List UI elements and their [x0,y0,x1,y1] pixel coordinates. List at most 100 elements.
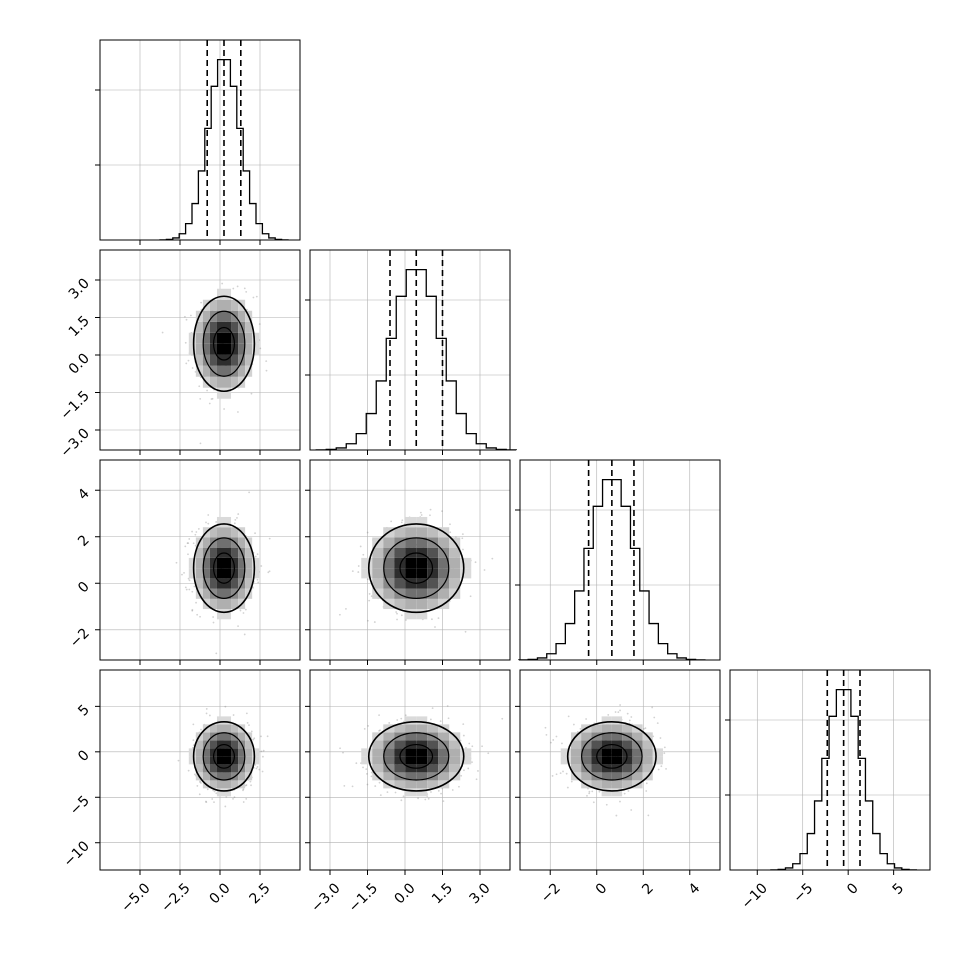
y-tick-label: 0 [75,579,93,597]
scatter-point [244,784,247,787]
density-cell [224,740,232,749]
density-cell [642,740,653,749]
density-cell [252,756,260,765]
scatter-point [657,768,660,771]
scatter-point [475,778,478,781]
scatter-point [386,791,389,794]
scatter-point [211,397,214,400]
density-cell [438,568,450,579]
density-cell [209,578,217,589]
density-cell [224,387,232,399]
density-cell [238,732,246,741]
density-cell [372,748,384,757]
scatter-point [192,723,195,726]
density-cell [405,578,417,589]
scatter-point [390,520,393,523]
scatter-point [196,613,199,616]
scatter-point [378,729,380,732]
density-cell [245,547,253,558]
density-cell [231,740,239,749]
scatter-point [248,491,251,494]
density-cell [601,772,612,781]
density-cell [202,557,210,569]
scatter-point [185,318,188,321]
scatter-point [440,792,442,795]
scatter-point [213,790,216,793]
x-tick-label: −10 [739,880,771,912]
scatter-point [213,801,215,803]
density-cell [591,740,602,749]
scatter-point [262,749,265,752]
data-layer [159,40,918,871]
y-tick-label: −2 [67,625,93,651]
y-tick-label: 0 [75,747,93,765]
scatter-point [362,553,365,556]
density-cell [632,772,643,781]
scatter-point [175,561,178,564]
density-cell [611,748,623,757]
density-cell [216,299,224,311]
density-cell [372,568,384,579]
density-cell [202,748,210,757]
density-cell [570,756,582,765]
density-cell [209,598,217,610]
density-cell [361,568,373,579]
density-cell [209,354,217,366]
density-cell [231,332,239,344]
density-cell [560,748,571,757]
density-cell [238,588,246,599]
density-cell [195,764,203,773]
density-cell [601,780,612,789]
scatter-point [379,794,382,797]
scatter-point [250,784,252,787]
x-tick-label: −3.0 [308,880,343,915]
scatter-point [552,739,555,741]
density-cell [238,756,246,765]
density-cell [224,748,232,757]
density-cell [394,756,406,765]
scatter-point [460,774,463,777]
density-cell [427,756,439,765]
density-cell [216,387,224,399]
density-cell [224,772,232,781]
density-cell [601,748,612,757]
panel-frame [309,669,511,871]
scatter-point [477,770,479,772]
density-cell [416,609,428,620]
scatter-point [237,625,239,628]
scatter-point [249,780,252,783]
density-cell [449,740,461,749]
scatter-point [362,766,364,769]
density-cell [394,568,406,579]
density-cell [372,764,384,773]
scatter-point [645,790,648,792]
scatter-point [187,553,189,556]
contour-line [383,537,450,599]
density-cell [372,557,384,569]
scatter-point [439,720,442,722]
scatter-point [446,705,449,707]
contour-line [213,552,236,584]
density-cell [238,557,246,569]
scatter-point [462,548,464,551]
density-cell [202,365,210,377]
y-tick-label: 3.0 [66,276,93,303]
scatter-point [205,800,207,803]
contour-line [367,523,465,614]
density-cell [405,772,417,781]
scatter-point [254,555,257,558]
density-cell [245,557,253,569]
scatter-point [400,521,403,524]
scatter-point [572,723,575,726]
density-cell [427,527,439,538]
density-cell [245,354,253,366]
density-cell [438,772,450,781]
histogram-step [770,688,918,871]
x-tick-label: 2 [639,880,657,898]
scatter-point [665,767,667,770]
scatter-point [619,704,621,706]
density-cell [394,547,406,558]
scatter-point [656,722,659,724]
panel-2d-3-0 [177,705,269,808]
density-cell [188,748,196,757]
